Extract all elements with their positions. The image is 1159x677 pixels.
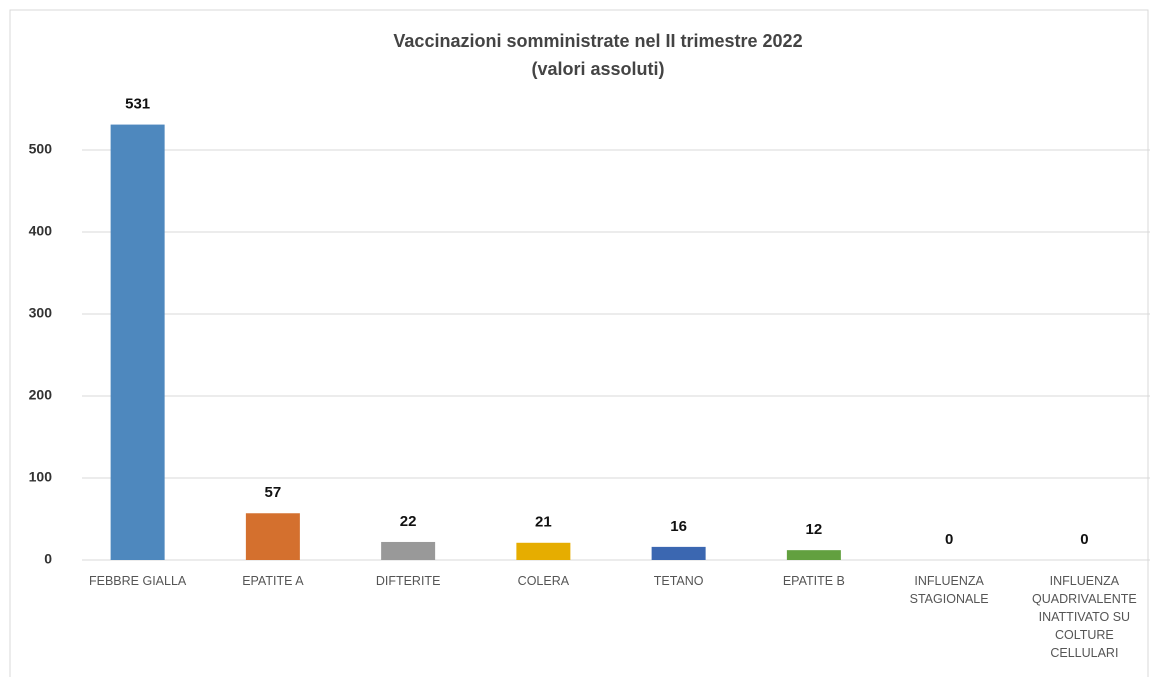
y-tick-label: 400	[29, 223, 53, 239]
y-tick-label: 300	[29, 305, 53, 321]
x-tick-label: COLERA	[518, 574, 570, 588]
x-tick-label: TETANO	[654, 574, 704, 588]
x-tick-label: EPATITE B	[783, 574, 845, 588]
x-tick-label: FEBBRE GIALLA	[89, 574, 187, 588]
value-label: 0	[1080, 531, 1088, 548]
bar	[651, 546, 706, 560]
chart-title: Vaccinazioni somministrate nel II trimes…	[393, 31, 802, 51]
bar	[381, 541, 436, 560]
chart-subtitle: (valori assoluti)	[531, 59, 664, 79]
value-label: 22	[400, 513, 417, 530]
y-tick-label: 0	[44, 551, 52, 567]
x-tick-label: INFLUENZA QUADRIVALENTE INATTIVATO SU COLTU…	[1032, 574, 1137, 660]
y-tick-label: 500	[29, 141, 53, 157]
chart-frame	[9, 9, 1149, 677]
value-label: 0	[945, 531, 953, 548]
x-tick-label: INFLUENZA STAGIONALE	[910, 574, 989, 606]
bar	[245, 513, 300, 560]
bar	[110, 124, 165, 560]
value-label: 531	[125, 96, 150, 113]
x-tick-label: EPATITE A	[242, 574, 304, 588]
bar	[786, 550, 841, 560]
y-tick-label: 100	[29, 469, 53, 485]
value-label: 12	[806, 521, 823, 538]
y-tick-label: 200	[29, 387, 53, 403]
value-label: 21	[535, 514, 552, 531]
value-label: 57	[265, 484, 282, 501]
bar	[516, 542, 571, 560]
value-label: 16	[670, 518, 687, 535]
x-tick-label: DIFTERITE	[376, 574, 441, 588]
